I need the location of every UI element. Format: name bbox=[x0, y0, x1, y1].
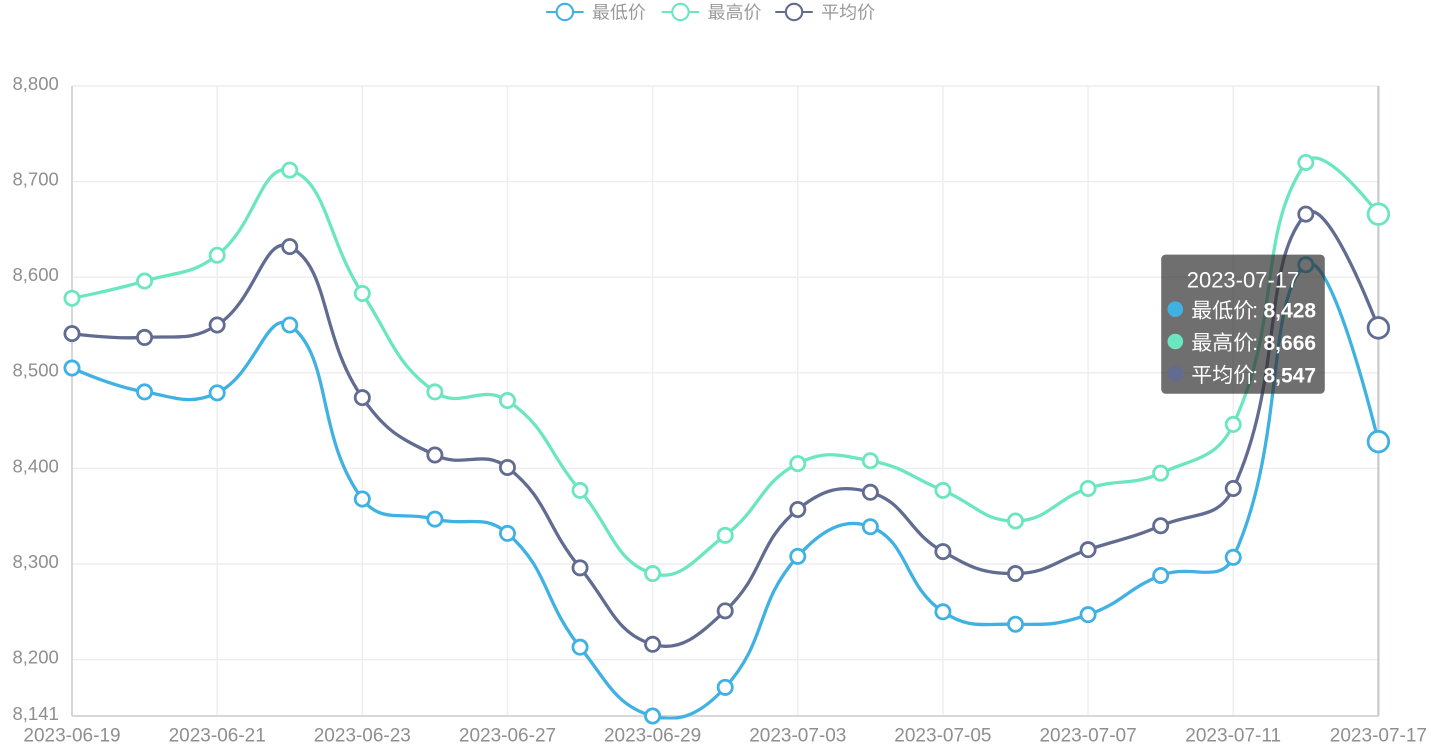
svg-text:8,547: 8,547 bbox=[1264, 364, 1317, 387]
svg-text:2023-07-07: 2023-07-07 bbox=[1039, 725, 1136, 746]
svg-text:2023-06-19: 2023-06-19 bbox=[23, 725, 120, 746]
svg-text::: : bbox=[1252, 332, 1258, 355]
svg-text::: : bbox=[1252, 364, 1258, 387]
svg-text:8,300: 8,300 bbox=[13, 551, 59, 572]
svg-text:2023-06-21: 2023-06-21 bbox=[169, 725, 266, 746]
svg-text:8,428: 8,428 bbox=[1264, 300, 1317, 323]
svg-text:2023-06-27: 2023-06-27 bbox=[459, 725, 556, 746]
svg-text:2023-07-17: 2023-07-17 bbox=[1187, 268, 1300, 293]
svg-text:8,800: 8,800 bbox=[13, 73, 59, 94]
svg-text:8,700: 8,700 bbox=[13, 169, 59, 190]
svg-text:8,400: 8,400 bbox=[13, 455, 59, 476]
svg-text:2023-07-17: 2023-07-17 bbox=[1330, 725, 1427, 746]
svg-text:8,666: 8,666 bbox=[1264, 332, 1317, 355]
svg-text:8,200: 8,200 bbox=[13, 647, 59, 668]
svg-text:8,600: 8,600 bbox=[13, 264, 59, 285]
svg-text::: : bbox=[1252, 300, 1258, 323]
svg-text:2023-06-29: 2023-06-29 bbox=[604, 725, 701, 746]
svg-text:2023-07-05: 2023-07-05 bbox=[894, 725, 991, 746]
svg-text:8,141: 8,141 bbox=[13, 703, 59, 724]
svg-text:2023-06-23: 2023-06-23 bbox=[314, 725, 411, 746]
svg-text:2023-07-03: 2023-07-03 bbox=[749, 725, 846, 746]
svg-text:8,500: 8,500 bbox=[13, 360, 59, 381]
svg-text:2023-07-11: 2023-07-11 bbox=[1185, 725, 1281, 746]
